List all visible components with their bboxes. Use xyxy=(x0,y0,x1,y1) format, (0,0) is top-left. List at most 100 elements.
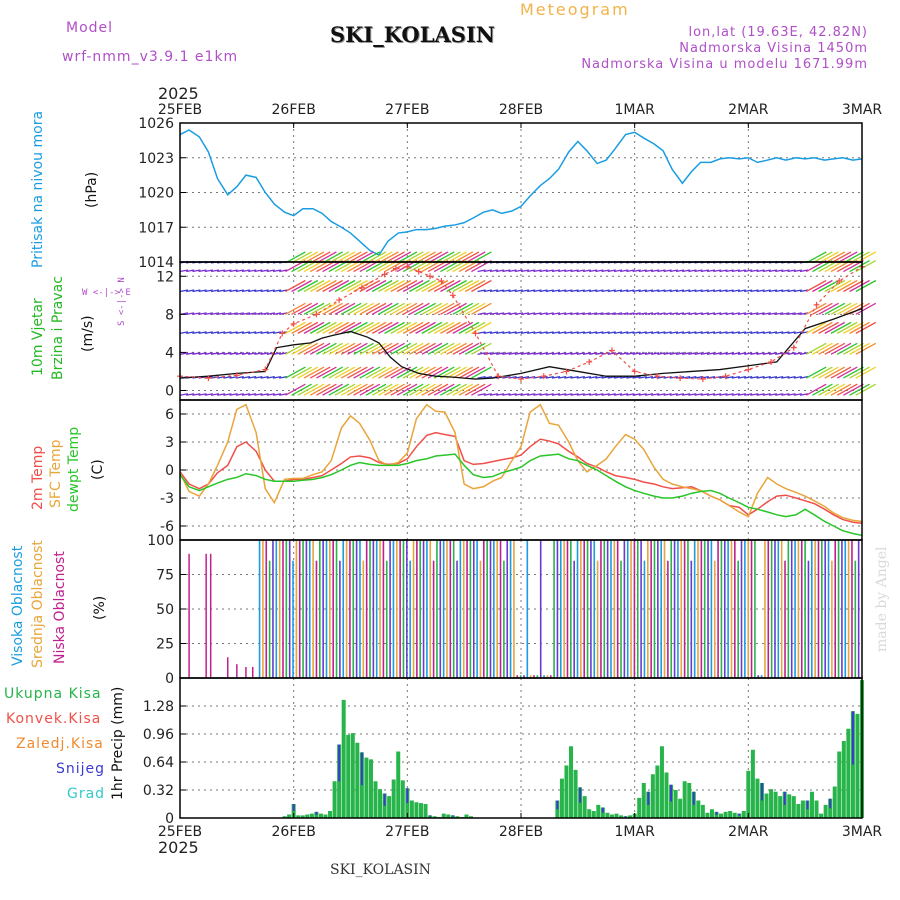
wind-arrow xyxy=(775,269,784,273)
wind-arrow xyxy=(297,366,319,379)
wind-arrow xyxy=(824,251,846,264)
wind-arrow xyxy=(279,352,288,355)
precip-bar xyxy=(659,746,664,818)
wind-arrow xyxy=(682,375,691,379)
precip-bar xyxy=(300,815,305,818)
ytick-label: 0 xyxy=(165,463,174,479)
wind-gust-marker xyxy=(586,358,593,365)
ytick-label: 0.96 xyxy=(143,727,174,743)
wind-arrow xyxy=(626,352,635,355)
wind-arrow xyxy=(384,302,405,315)
wind-arrow xyxy=(582,352,592,355)
wind-arrow xyxy=(272,269,282,273)
wind-arrow xyxy=(744,289,753,293)
precip-bar xyxy=(287,814,292,818)
precip-frame xyxy=(179,677,863,819)
wind-gust-marker xyxy=(205,375,212,382)
wind-arrow xyxy=(390,383,412,396)
wind-arrow xyxy=(254,312,263,315)
wind-arrow xyxy=(297,342,319,355)
wind-arrow xyxy=(464,302,486,315)
wind-arrow xyxy=(558,269,567,273)
wind-arrow xyxy=(663,393,672,396)
wind-arrow xyxy=(706,331,716,335)
wind-arrow xyxy=(291,383,312,396)
wind-arrow xyxy=(663,352,672,355)
wind-arrow xyxy=(186,269,195,273)
wind-arrow xyxy=(378,383,399,396)
wind-arrow xyxy=(731,331,740,335)
wind-arrow xyxy=(849,321,870,334)
precip-snow-bar xyxy=(829,798,832,809)
wind-arrow xyxy=(781,269,790,273)
wind-arrow xyxy=(303,302,325,315)
wind-arrow xyxy=(768,289,778,293)
wind-arrow xyxy=(390,321,412,334)
wind-arrow xyxy=(576,269,585,273)
wind-arrow xyxy=(644,269,654,273)
precip-snow-bar xyxy=(851,711,854,765)
wind-compass: W <-|-> E xyxy=(82,288,131,298)
wind-arrow xyxy=(638,375,647,379)
wind-arrow xyxy=(613,289,623,293)
wind-arrow xyxy=(706,375,716,379)
wind-arrow xyxy=(496,393,505,396)
wind-arrow xyxy=(620,331,629,335)
wind-arrow xyxy=(589,269,598,273)
ytick-label: 6 xyxy=(165,407,174,423)
wind-arrow xyxy=(744,269,753,273)
wind-arrow xyxy=(756,375,765,379)
precip-bar xyxy=(423,804,428,818)
wind-arrow xyxy=(347,251,368,264)
wind-arrow xyxy=(601,331,610,335)
wind-arrow xyxy=(644,289,654,293)
wind-arrow xyxy=(254,331,263,335)
precip-freez-label: Zaledj.Kisa xyxy=(16,736,104,752)
precip-bar xyxy=(409,800,414,818)
wind-arrow xyxy=(340,342,362,355)
precip-snow-bar xyxy=(292,804,295,811)
precip-snow-bar xyxy=(647,791,650,805)
wind-arrow xyxy=(359,279,381,293)
precip-conv-label: Konvek.Kisa xyxy=(6,711,102,727)
wind-arrow xyxy=(508,393,517,396)
wind-arrow xyxy=(576,393,585,396)
precip-bar xyxy=(441,813,446,818)
wind-arrow xyxy=(694,393,703,396)
wind-arrow xyxy=(551,269,561,273)
precip-bar xyxy=(414,802,419,818)
wind-arrow xyxy=(192,312,201,315)
wind-arrow xyxy=(477,269,486,273)
wind-arrow xyxy=(378,251,399,264)
wind-arrow xyxy=(260,331,269,335)
wind-arrow xyxy=(204,269,213,273)
precip-bar xyxy=(682,781,687,818)
wind-arrow xyxy=(328,366,350,379)
ytick-label: 0 xyxy=(165,383,174,399)
wind-arrow xyxy=(452,251,474,264)
wind-arrow xyxy=(663,331,672,335)
wind-arrow xyxy=(799,269,809,273)
wind-arrow xyxy=(402,251,424,264)
wind-arrow xyxy=(496,269,505,273)
ytick-label: 12 xyxy=(156,269,174,285)
precip-hail-label: Grad xyxy=(67,786,106,802)
wind-arrow xyxy=(793,269,802,273)
wind-arrow xyxy=(496,352,505,355)
wind-arrow xyxy=(179,269,189,273)
wind-arrow xyxy=(483,269,492,273)
wind-arrow xyxy=(527,331,536,335)
wind-arrow xyxy=(836,366,858,379)
wind-arrow xyxy=(489,352,499,355)
wind-arrow xyxy=(384,251,405,264)
wind-arrow xyxy=(520,352,530,355)
wind-arrow xyxy=(198,312,207,315)
wind-arrow xyxy=(192,289,201,293)
precip-snow-bar xyxy=(360,752,363,786)
wind-arrow xyxy=(477,312,486,315)
wind-arrow xyxy=(223,331,232,335)
wind-arrow xyxy=(849,259,870,273)
wind-arrow xyxy=(291,302,312,315)
wind-arrow xyxy=(595,312,604,315)
precip-snow-bar xyxy=(451,815,454,817)
